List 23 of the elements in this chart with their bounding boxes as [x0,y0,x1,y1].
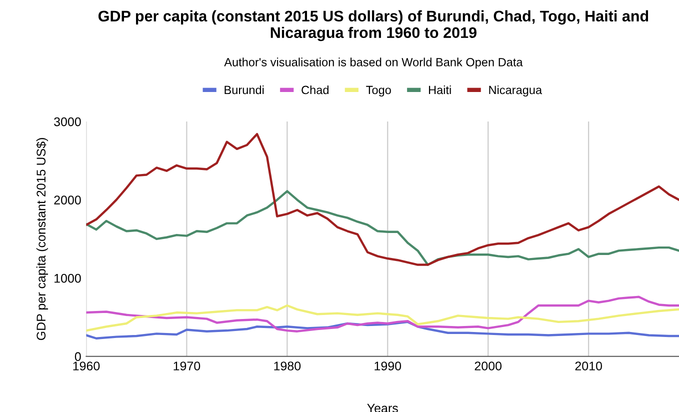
chart-title: GDP per capita (constant 2015 US dollars) of Burundi, Chad, Togo, Haiti and Nicaragua from 1960 to 2019 [98,10,648,42]
line-series [86,304,679,332]
line-series [86,132,679,266]
x-tick-label: 1970 [174,362,200,370]
y-axis-title: GDP per capita (constant 2015 US$) [36,138,48,340]
legend-label: Burundi [224,85,264,94]
legend-label: Chad [302,85,328,94]
line-series [86,296,679,332]
chart-subtitle: Author's visualisation is based on World Bank Open Data [224,58,523,69]
x-tick-label: 2000 [474,362,502,370]
legend-label: Togo [366,86,391,96]
x-tick-label: 1980 [274,362,301,370]
legend-label: Nicaragua [489,85,542,96]
x-tick-label: 1960 [73,362,100,370]
y-tick-label: 0 [74,352,81,362]
y-tick-label: 3000 [54,117,81,126]
x-tick-label: 1990 [374,362,402,370]
line-series [86,190,679,266]
y-tick-label: 2000 [54,196,81,204]
line-series [86,320,679,340]
x-tick-label: 2010 [575,362,602,370]
legend-label: Haiti [429,85,451,94]
y-tick-label: 1000 [54,274,81,283]
